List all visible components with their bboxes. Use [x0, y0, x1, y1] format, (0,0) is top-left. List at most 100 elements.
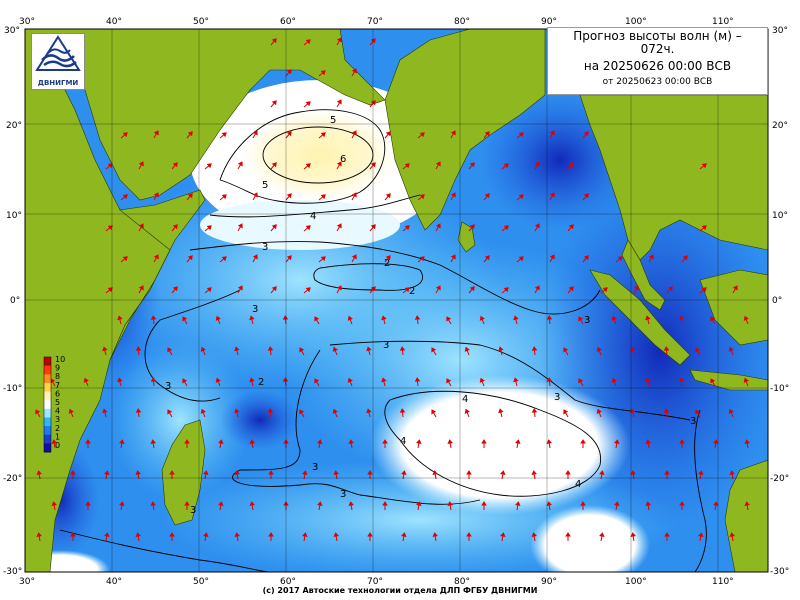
title-line-2: 072ч.: [640, 42, 675, 56]
wave-direction-arrow: [466, 470, 472, 479]
contour-label: 3: [383, 340, 389, 351]
wave-direction-arrow: [314, 316, 320, 325]
lon-label-top: 110°: [712, 17, 734, 27]
lon-label-bottom: 80°: [454, 577, 470, 587]
wave-direction-arrow: [698, 532, 704, 542]
wave-direction-arrow: [743, 315, 749, 325]
wave-direction-arrow: [567, 286, 574, 294]
wave-direction-arrow: [299, 409, 305, 418]
wave-direction-arrow: [630, 346, 636, 356]
colorbar-swatch: [44, 408, 51, 418]
wave-direction-arrow: [611, 315, 617, 325]
wave-direction-arrow: [679, 439, 685, 448]
wave-direction-arrow: [633, 285, 639, 294]
wave-direction-arrow: [267, 408, 274, 418]
high-wave-region-south: [530, 505, 650, 572]
logo-text: ДВНИГМИ: [37, 79, 79, 87]
wave-direction-arrow: [399, 408, 406, 418]
wave-direction-arrow: [417, 132, 425, 139]
wave-direction-arrow: [351, 254, 357, 263]
wave-direction-arrow: [167, 347, 173, 356]
wave-direction-arrow: [237, 223, 243, 232]
wave-direction-arrow: [565, 532, 571, 541]
wave-direction-arrow: [401, 532, 407, 542]
wave-direction-arrow: [150, 439, 156, 449]
title-line-4: от 20250623 00:00 ВСВ: [602, 77, 713, 87]
wave-direction-arrow: [36, 470, 42, 480]
wave-direction-arrow: [630, 470, 636, 480]
wave-direction-arrow: [135, 532, 141, 542]
wave-direction-arrow: [333, 532, 339, 542]
colorbar-swatch: [44, 357, 51, 367]
colorbar-label: 1: [55, 432, 60, 441]
wave-direction-arrow: [648, 254, 654, 263]
wave-direction-arrow: [104, 532, 110, 542]
wave-direction-arrow: [347, 377, 353, 387]
lat-label-left: 0°: [10, 296, 20, 306]
wave-direction-arrow: [501, 163, 509, 170]
wave-direction-arrow: [120, 194, 128, 201]
wave-direction-arrow: [336, 223, 342, 232]
lat-label-right: -30°: [770, 567, 789, 577]
contour-label: 2: [258, 377, 264, 388]
wave-direction-arrow: [580, 439, 586, 448]
wave-direction-arrow: [596, 346, 602, 356]
wave-direction-arrow: [186, 131, 193, 139]
wave-direction-arrow: [303, 39, 311, 46]
wave-direction-arrow: [135, 408, 142, 418]
wave-direction-arrow: [318, 70, 326, 77]
wave-direction-arrow: [182, 316, 188, 325]
colorbar-swatch: [44, 374, 51, 384]
wave-direction-arrow: [402, 163, 410, 170]
wave-direction-arrow: [446, 378, 452, 387]
wave-direction-arrow: [743, 377, 749, 387]
wave-direction-arrow: [36, 532, 42, 542]
wave-direction-arrow: [666, 286, 673, 294]
lat-label-left: -20°: [3, 474, 22, 484]
wave-direction-arrow: [416, 501, 422, 511]
wave-direction-arrow: [513, 315, 519, 325]
wave-direction-arrow: [234, 470, 240, 480]
wave-direction-arrow: [414, 377, 421, 387]
wave-direction-arrow: [615, 256, 623, 263]
wave-direction-arrow: [744, 501, 750, 511]
wave-direction-arrow: [664, 470, 670, 479]
wave-direction-arrow: [435, 161, 441, 170]
wave-direction-arrow: [204, 163, 212, 170]
wave-direction-arrow: [249, 315, 255, 325]
wave-direction-arrow: [695, 347, 701, 356]
wave-direction-arrow: [678, 315, 685, 325]
contour-label: 3: [262, 242, 268, 253]
wave-direction-arrow: [483, 193, 490, 201]
wave-direction-arrow: [105, 287, 113, 294]
contour-label: 3: [340, 489, 346, 500]
land-borneo: [699, 269, 768, 346]
wave-direction-arrow: [117, 315, 123, 325]
wave-direction-arrow: [237, 285, 243, 294]
wave-direction-arrow: [599, 532, 605, 542]
title-line-3: на 20250626 00:00 ВСВ: [583, 59, 732, 73]
wave-direction-arrow: [267, 346, 274, 356]
colorbar-label: 10: [55, 355, 65, 364]
wave-direction-arrow: [531, 408, 538, 418]
wave-direction-arrow: [384, 193, 391, 201]
contour-label: 4: [310, 211, 316, 222]
colorbar-swatch: [44, 434, 51, 444]
wave-direction-arrow: [578, 316, 584, 325]
wave-direction-arrow: [596, 408, 602, 418]
wave-direction-arrow: [732, 285, 738, 294]
wave-direction-arrow: [318, 132, 326, 139]
wave-direction-arrow: [119, 439, 125, 449]
wave-direction-arrow: [417, 256, 425, 263]
wave-direction-arrow: [663, 346, 670, 356]
wave-direction-arrow: [135, 346, 142, 356]
colorbar-swatch: [44, 426, 51, 436]
lon-label-bottom: 40°: [106, 577, 122, 587]
wave-direction-arrow: [468, 162, 475, 170]
wave-emblem-icon: [35, 35, 81, 71]
wave-direction-arrow: [402, 225, 410, 232]
wave-direction-arrow: [270, 162, 277, 170]
wave-direction-arrow: [351, 130, 357, 139]
colorbar-label: 7: [55, 381, 60, 390]
wave-direction-arrow: [516, 256, 524, 263]
